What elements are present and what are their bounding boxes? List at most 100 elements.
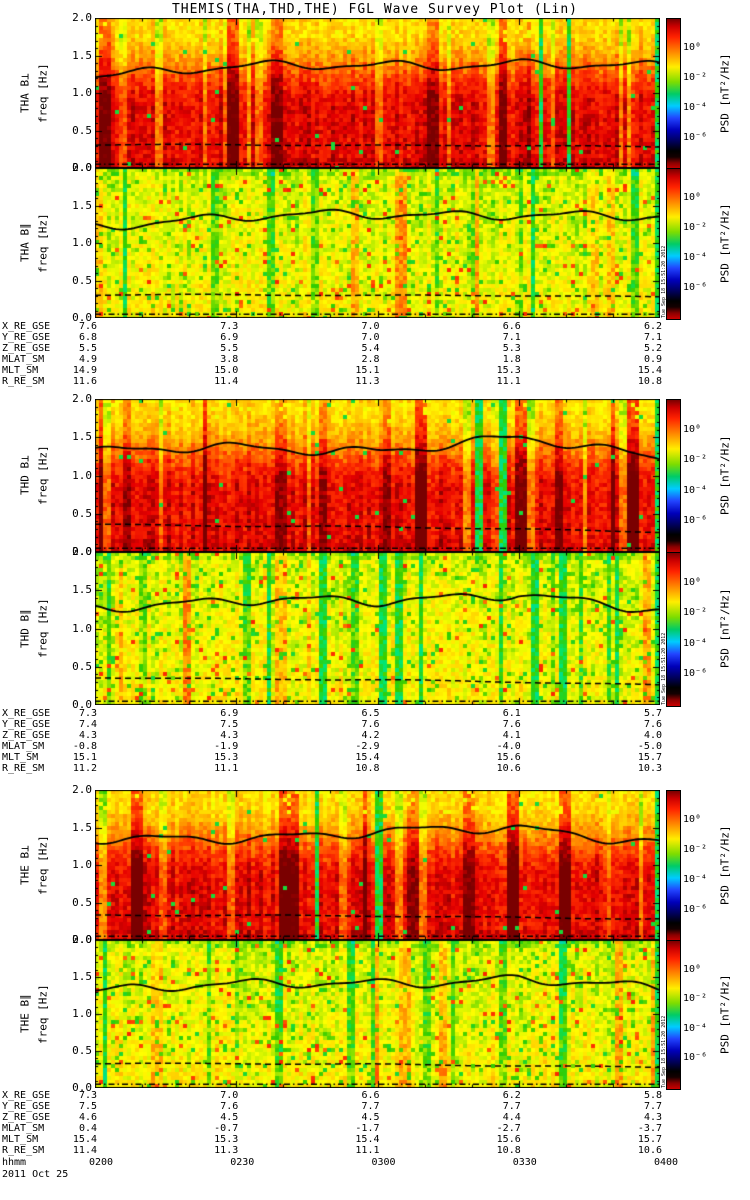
ephem-value: 6.6 [502,321,521,332]
ephem-value: 11.1 [355,1145,380,1156]
ephem-value: 4.1 [502,730,521,741]
ephem-var-mlat_sm: MLAT_SM [2,741,45,752]
ephem-value: -0.7 [214,1123,239,1134]
ephem-value: 7.3 [220,321,239,332]
ephem-value: 3.8 [220,354,239,365]
creation-timestamp: Tue Sep 18 15:51:20 2012 [661,632,667,705]
colorbar-tick-label: 10⁻² [683,844,708,855]
colorbar-tick-label: 10⁰ [683,963,702,975]
colorbar-tick-label: 10⁻⁶ [683,668,708,680]
ephem-value: 4.3 [78,730,97,741]
spectrogram-the_perp [95,790,660,940]
freq-tick-label: 2.0 [72,11,92,24]
freq-tick-label: 0.0 [72,933,92,946]
freq-tick-label: 1.5 [72,430,92,444]
colorbar-tick-label: 10⁰ [683,576,702,588]
ephem-value: 7.3 [78,1090,97,1101]
colorbar-tick-label: 10⁻² [683,72,708,83]
spectrogram-the_par [95,940,660,1088]
colorbar-tick-label: 10⁻⁴ [683,484,708,496]
time-tick-label: 0200 [88,1157,114,1168]
ephem-value: -4.0 [496,741,521,752]
ephem-value: 7.1 [502,332,521,343]
ephem-value: 14.9 [72,365,97,376]
panel-label-tha_par: THA B∥ [18,223,32,263]
freq-axis-label: freq [Hz] [36,598,50,659]
spectrogram-tha_par [95,168,660,318]
freq-axis-label: freq [Hz] [36,445,50,506]
ephem-value: 6.5 [361,708,380,719]
ephem-value: 4.2 [361,730,380,741]
ephem-value: 15.7 [637,1134,662,1145]
ephem-value: 5.2 [643,343,662,354]
psd-axis-label: PSD [nT²/Hz] [718,203,732,283]
freq-axis-label: freq [Hz] [36,63,50,123]
date-label: 2011 Oct 25 [2,1169,69,1180]
ephem-value: 7.6 [643,719,662,730]
ephem-value: 15.0 [214,365,239,376]
panel-label-tha_perp: THA B⊥ [18,73,32,113]
ephem-value: 7.0 [361,332,380,343]
creation-timestamp: Tue Sep 18 15:51:20 2012 [661,1015,667,1088]
spectrogram-tha_perp [95,18,660,168]
freq-tick-label: 2.0 [72,783,92,796]
ephem-value: 7.1 [643,332,662,343]
ephem-value: 15.3 [214,752,239,763]
colorbar-tick-label: 10⁻⁴ [683,1022,708,1034]
psd-axis-label: PSD [nT²/Hz] [718,825,732,905]
colorbar-tick-label: 10⁻⁴ [683,252,708,263]
ephem-value: 11.6 [72,376,97,387]
ephem-value: 15.4 [355,1134,380,1145]
colorbar-the_par [666,940,681,1090]
freq-tick-label: 1.0 [72,858,92,871]
ephem-value: 4.9 [78,354,97,365]
ephem-var-y_re_gse: Y_RE_GSE [2,1101,51,1112]
freq-tick-label: 1.0 [72,236,92,249]
ephem-value: 11.4 [72,1145,97,1156]
ephem-value: 7.6 [502,719,521,730]
ephem-value: 6.1 [502,708,521,719]
colorbar-tick-label: 10⁻⁶ [683,282,708,293]
ephem-value: 10.6 [496,763,521,774]
freq-tick-label: 2.0 [72,545,92,558]
ephem-value: 7.6 [361,719,380,730]
ephem-var-y_re_gse: Y_RE_GSE [2,719,51,730]
ephem-value: 10.8 [355,763,380,774]
ephem-value: 6.2 [502,1090,521,1101]
freq-tick-label: 1.5 [72,820,92,834]
colorbar-tick-label: 10⁻⁶ [683,132,708,143]
ephem-value: 7.7 [502,1101,521,1112]
ephem-value: 1.8 [502,354,521,365]
ephem-value: 4.3 [643,1112,662,1123]
ephem-value: 10.8 [496,1145,521,1156]
colorbar-tick-label: 10⁰ [683,814,702,825]
ephem-value: 7.6 [220,1101,239,1112]
ephem-value: 7.6 [78,321,97,332]
ephem-var-mlt_sm: MLT_SM [2,752,39,763]
ephem-var-mlat_sm: MLAT_SM [2,1123,45,1134]
ephem-value: 7.3 [78,708,97,719]
spectrogram-thd_par [95,552,660,705]
ephem-var-mlt_sm: MLT_SM [2,1134,39,1145]
ephem-value: 6.2 [643,321,662,332]
freq-tick-label: 1.5 [72,970,92,983]
colorbar-tick-label: 10⁻² [683,993,708,1005]
colorbar-tick-label: 10⁻⁴ [683,637,708,649]
ephem-value: 10.6 [637,1145,662,1156]
ephem-value: 15.1 [355,365,380,376]
colorbar-tick-label: 10⁰ [683,192,702,203]
ephem-value: 15.4 [72,1134,97,1145]
ephem-value: 11.3 [214,1145,239,1156]
plot-title: THEMIS(THA,THD,THE) FGL Wave Survey Plot… [171,2,579,17]
ephem-value: 0.9 [643,354,662,365]
ephem-value: 6.6 [361,1090,380,1101]
ephem-value: 10.8 [637,376,662,387]
colorbar-tick-label: 10⁻⁴ [683,874,708,885]
time-tick-label: 0400 [653,1157,679,1168]
panel-label-the_par: THE B∥ [18,994,32,1034]
ephem-value: 4.6 [78,1112,97,1123]
colorbar-tick-label: 10⁰ [683,423,702,435]
ephem-value: 0.4 [78,1123,97,1134]
freq-tick-label: 2.0 [72,161,92,174]
